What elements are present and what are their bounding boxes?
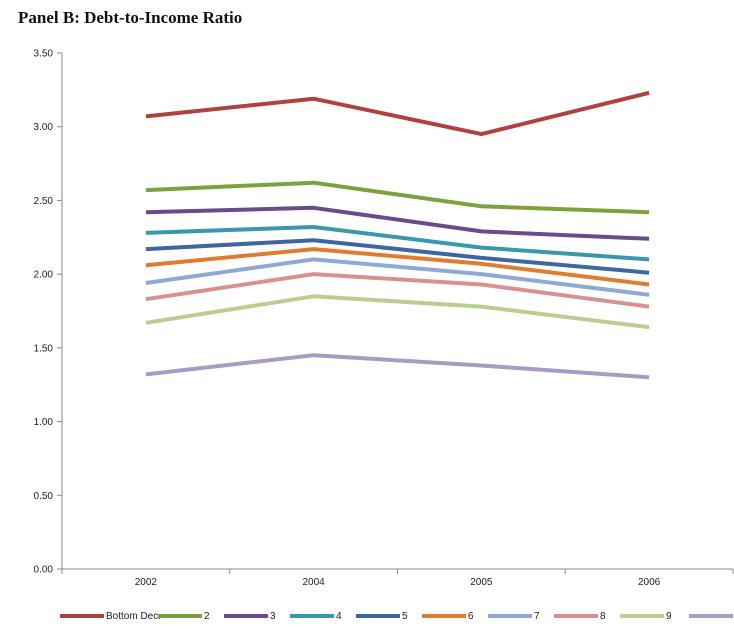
series-line-5 bbox=[145, 238, 650, 275]
legend-label: 7 bbox=[534, 611, 540, 622]
series-line-9 bbox=[145, 294, 650, 330]
series-line-7 bbox=[145, 257, 650, 297]
y-tick-label: 2.00 bbox=[34, 270, 54, 281]
y-tick-label: 3.00 bbox=[34, 122, 54, 133]
series-line-2 bbox=[145, 180, 650, 215]
legend: Bottom Dec.23456789Top Decile bbox=[60, 611, 733, 622]
series-line-10 bbox=[145, 353, 650, 380]
legend-label: 5 bbox=[402, 611, 408, 622]
y-tick-label: 3.50 bbox=[34, 49, 54, 60]
legend-label: 9 bbox=[666, 611, 672, 622]
axes: 0.00 0.50 1.00 1.50 2.00 2.50 3.00 3.50 2002 2004… bbox=[34, 49, 734, 588]
series-line-1 bbox=[145, 90, 650, 137]
series-line-8 bbox=[145, 272, 650, 309]
series-line-6 bbox=[145, 247, 650, 287]
chart-title: Panel B: Debt-to-Income Ratio bbox=[18, 8, 243, 27]
series-line-4 bbox=[145, 225, 650, 262]
series-line-3 bbox=[145, 205, 650, 241]
y-tick-label: 0.50 bbox=[34, 491, 54, 502]
x-tick-label: 2002 bbox=[135, 577, 158, 588]
series-lines bbox=[145, 90, 650, 380]
x-tick-label: 2006 bbox=[638, 577, 661, 588]
y-tick-label: 2.50 bbox=[34, 196, 54, 207]
x-tick-label: 2004 bbox=[303, 577, 326, 588]
legend-label: 2 bbox=[204, 611, 210, 622]
y-tick-label: 0.00 bbox=[34, 565, 54, 576]
legend-label: 3 bbox=[270, 611, 276, 622]
y-tick-label: 1.00 bbox=[34, 417, 54, 428]
legend-label: 8 bbox=[600, 611, 606, 622]
legend-label: 4 bbox=[336, 611, 342, 622]
legend-label: Bottom Dec. bbox=[106, 611, 161, 622]
y-tick-label: 1.50 bbox=[34, 343, 54, 354]
x-tick-label: 2005 bbox=[470, 577, 493, 588]
legend-label: 6 bbox=[468, 611, 474, 622]
